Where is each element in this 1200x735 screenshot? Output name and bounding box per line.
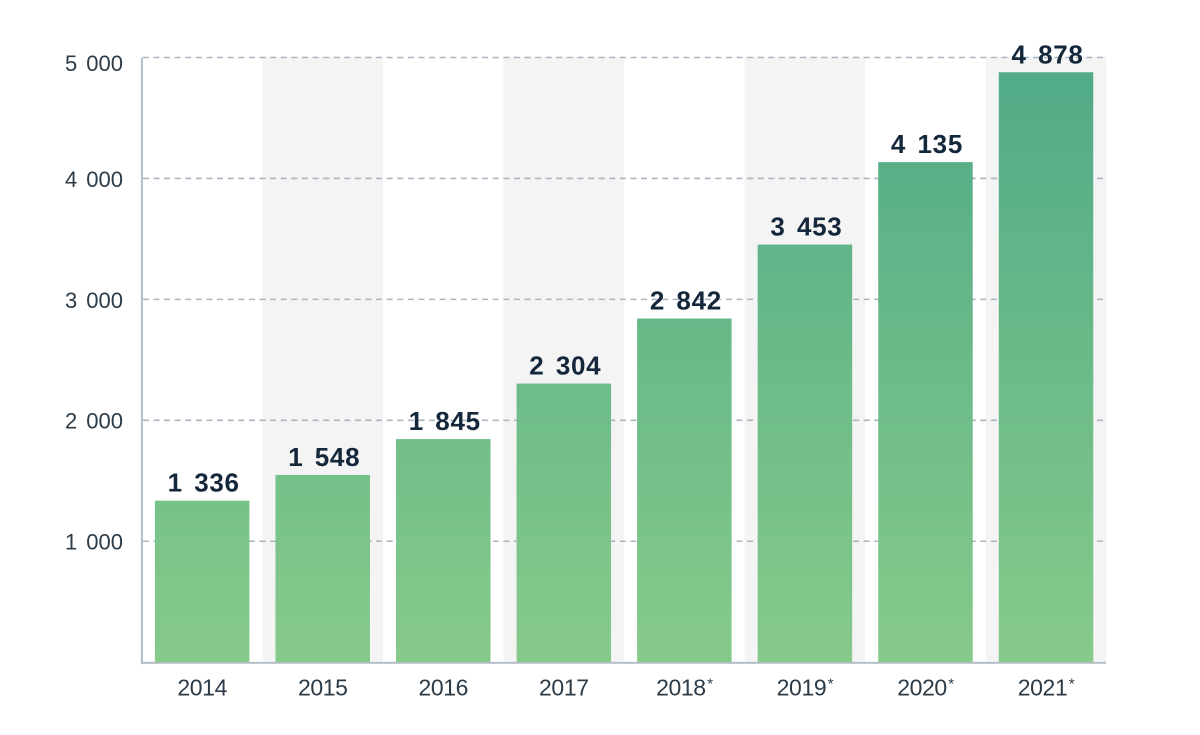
- svg-text:3 453: 3 453: [770, 212, 842, 242]
- svg-text:2016: 2016: [418, 674, 468, 700]
- svg-text:2018*: 2018 *: [656, 674, 713, 700]
- svg-text:2019*: 2019 *: [777, 674, 834, 700]
- svg-text:1 845: 1 845: [409, 406, 481, 436]
- svg-text:2020*: 2020 *: [897, 674, 954, 700]
- svg-text:2021*: 2021 *: [1018, 674, 1075, 700]
- svg-text:2 842: 2 842: [650, 285, 722, 315]
- svg-text:4 000: 4 000: [65, 167, 123, 192]
- svg-text:3 000: 3 000: [65, 288, 123, 313]
- svg-text:1 548: 1 548: [288, 442, 360, 472]
- svg-text:4 135: 4 135: [891, 129, 963, 159]
- svg-text:2 304: 2 304: [529, 351, 601, 381]
- svg-text:5 000: 5 000: [65, 51, 123, 76]
- svg-text:2 000: 2 000: [65, 409, 123, 434]
- svg-text:1 000: 1 000: [65, 530, 123, 555]
- svg-text:2017: 2017: [539, 674, 589, 700]
- svg-text:4 878: 4 878: [1011, 39, 1083, 69]
- svg-text:2015: 2015: [298, 674, 348, 700]
- svg-text:2014: 2014: [177, 674, 227, 700]
- svg-text:1 336: 1 336: [168, 468, 240, 498]
